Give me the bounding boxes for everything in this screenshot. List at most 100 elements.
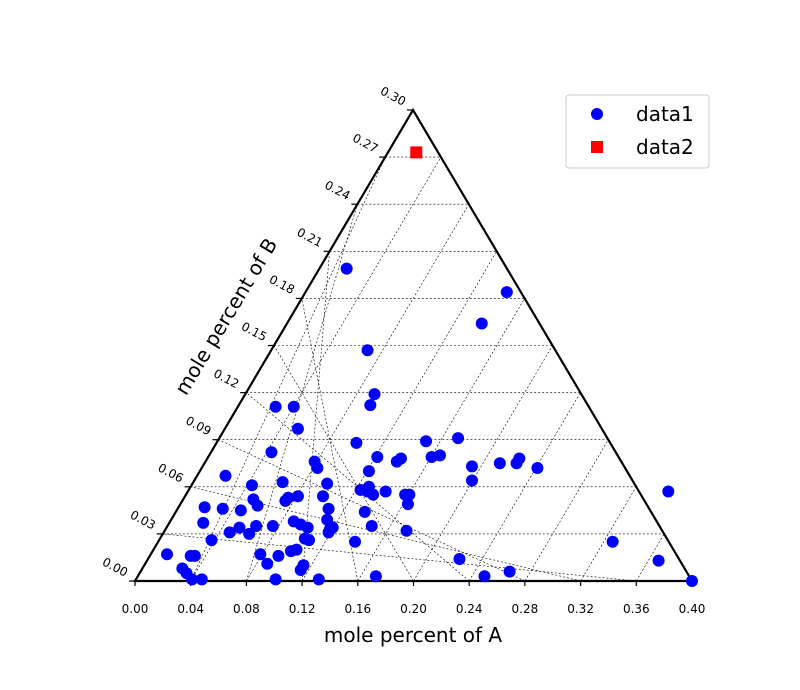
x-axis-label: mole percent of A xyxy=(324,623,503,647)
x-tick-label: 0.16 xyxy=(344,602,371,616)
grid-line xyxy=(357,298,525,582)
data-point-data1 xyxy=(198,501,211,514)
data-point-data1 xyxy=(245,479,258,492)
x-tick-label: 0.28 xyxy=(512,602,539,616)
b-tick-label: 0.03 xyxy=(128,508,158,533)
grid-line xyxy=(246,204,358,582)
data-point-data1 xyxy=(340,262,353,275)
data-point-data1 xyxy=(349,535,362,548)
data-point-data1 xyxy=(290,543,303,556)
legend-marker-data2 xyxy=(591,141,603,153)
data-point-data1 xyxy=(250,520,263,533)
data-point-data1 xyxy=(371,450,384,463)
data-point-data1 xyxy=(269,573,282,586)
data-point-data1 xyxy=(291,490,304,503)
data-point-data1 xyxy=(205,534,218,547)
x-tick-label: 0.20 xyxy=(400,602,427,616)
data-point-data1 xyxy=(316,490,329,503)
data-point-data1 xyxy=(513,452,526,465)
data-point-data1 xyxy=(433,449,446,462)
grid-line xyxy=(524,439,609,582)
data-point-data1 xyxy=(358,505,371,518)
x-tick-label: 0.40 xyxy=(679,602,706,616)
data-point-data1 xyxy=(403,488,416,501)
data-point-data1 xyxy=(251,499,264,512)
data-point-data1 xyxy=(195,573,208,586)
grid-line xyxy=(273,345,414,582)
data-point-data1 xyxy=(369,570,382,583)
data-point-data1 xyxy=(276,476,289,489)
data-point-data1 xyxy=(465,474,478,487)
b-tick-label: 0.18 xyxy=(267,272,297,297)
grid-line xyxy=(468,392,581,582)
data-point-data1 xyxy=(365,520,378,533)
grid-line xyxy=(190,486,581,582)
x-tick-label: 0.36 xyxy=(623,602,650,616)
data-point-data1 xyxy=(297,559,310,572)
data-point-data1 xyxy=(361,344,374,357)
data-point-data1 xyxy=(367,488,380,501)
data-point-data1 xyxy=(282,491,295,504)
data-point-data1 xyxy=(269,400,282,413)
data-point-data1 xyxy=(233,521,246,534)
x-tick-label: 0.04 xyxy=(177,602,204,616)
grid-line xyxy=(413,345,553,582)
b-tick-label: 0.15 xyxy=(239,319,269,344)
b-tick-label: 0.06 xyxy=(156,461,186,486)
b-tick-label: 0.09 xyxy=(183,413,213,438)
data-point-data1 xyxy=(254,548,267,561)
x-tick-label: 0.12 xyxy=(289,602,316,616)
data-point-data1 xyxy=(453,553,466,566)
data-point-data1 xyxy=(301,521,314,534)
data-point-data1 xyxy=(379,485,392,498)
data-point-data1 xyxy=(272,549,285,562)
data-point-data1 xyxy=(364,399,377,412)
data-point-data1 xyxy=(261,557,274,570)
data-point-data1 xyxy=(234,504,247,517)
data-point-data1 xyxy=(350,436,363,449)
data-point-data1 xyxy=(503,565,516,578)
x-tick-label: 0.32 xyxy=(567,602,594,616)
data-point-data1 xyxy=(401,498,414,511)
grid-line xyxy=(218,439,526,582)
data-point-data1 xyxy=(500,286,513,299)
grid-line xyxy=(246,204,470,582)
data-point-data1 xyxy=(312,573,325,586)
data-point-data1 xyxy=(265,446,278,459)
data-point-data1 xyxy=(291,422,304,435)
data-point-data1 xyxy=(311,461,324,474)
b-tick-label: 0.12 xyxy=(211,366,241,391)
data-point-data1 xyxy=(326,521,339,534)
data-point-data1 xyxy=(478,570,491,583)
data-point-data1 xyxy=(465,460,478,473)
data-point-data1 xyxy=(322,502,335,515)
grid-line xyxy=(636,533,665,582)
grid-line xyxy=(301,251,330,582)
legend-label-data2: data2 xyxy=(636,135,694,159)
data-point-data1 xyxy=(493,457,506,470)
grid-line xyxy=(162,533,637,582)
legend: data1 data2 xyxy=(565,94,710,169)
grid-lines xyxy=(162,156,665,582)
data-point-data1 xyxy=(287,400,300,413)
legend-marker-data1 xyxy=(591,108,603,120)
data-point-data1 xyxy=(223,526,236,539)
data-point-data1 xyxy=(161,548,174,561)
b-tick-label: 0.30 xyxy=(378,84,408,109)
data-point-data1 xyxy=(362,465,375,478)
x-tick-label: 0.00 xyxy=(122,602,149,616)
data-point-data1 xyxy=(394,452,407,465)
b-tick-label: 0.21 xyxy=(295,225,325,250)
data-point-data1 xyxy=(188,549,201,562)
data-point-data2 xyxy=(410,146,423,159)
data-point-data1 xyxy=(219,469,232,482)
data-point-data1 xyxy=(662,485,675,498)
b-tick-label: 0.27 xyxy=(350,131,380,156)
data-point-data1 xyxy=(420,435,433,448)
b-tick-label: 0.00 xyxy=(100,555,130,580)
data-point-data1 xyxy=(186,573,199,586)
data-point-data1 xyxy=(531,461,544,474)
data-point-data1 xyxy=(321,477,334,490)
legend-label-data1: data1 xyxy=(636,102,694,126)
